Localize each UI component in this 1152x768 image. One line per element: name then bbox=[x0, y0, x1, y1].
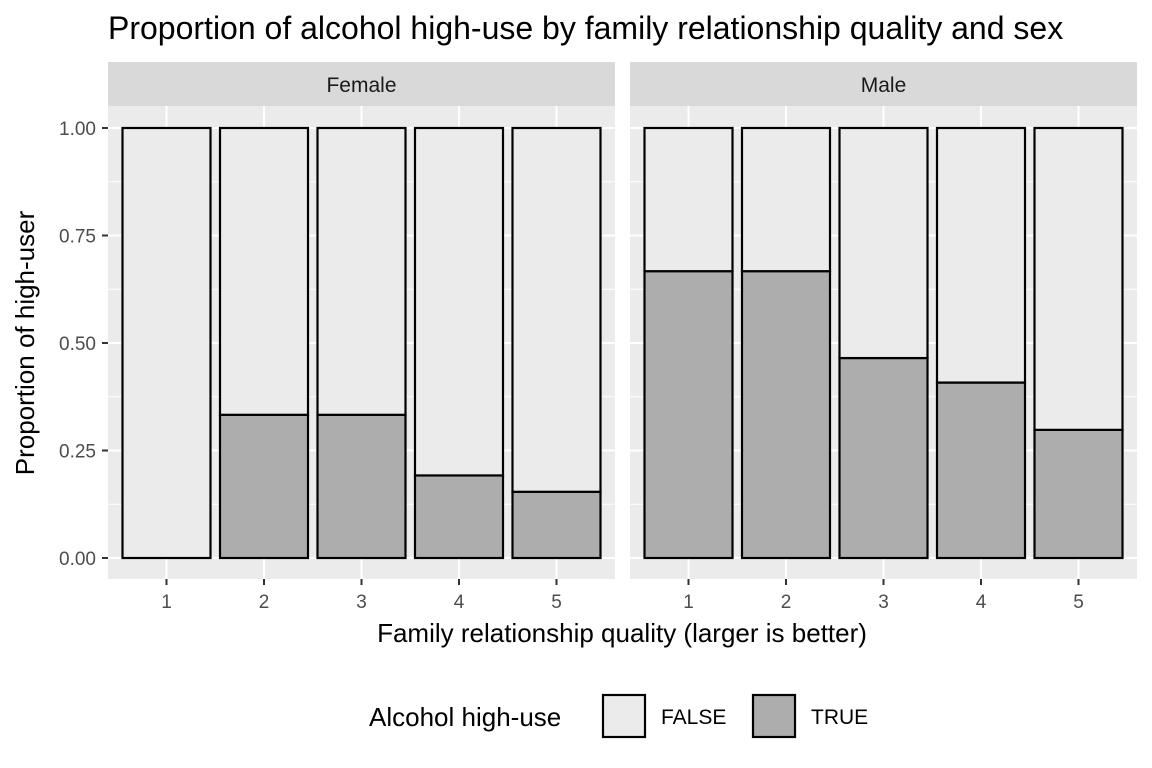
legend: Alcohol high-use FALSE TRUE bbox=[369, 693, 868, 739]
bar-true-segment bbox=[218, 413, 310, 560]
x-tick-label: 2 bbox=[781, 592, 792, 613]
bar-false-segment bbox=[316, 126, 407, 416]
facet-strip bbox=[108, 62, 615, 106]
bar-false-segment bbox=[1033, 126, 1124, 431]
bar-false-segment bbox=[511, 126, 602, 493]
x-tick-label: 2 bbox=[259, 592, 270, 613]
bar-false-segment bbox=[218, 126, 310, 416]
bar-true-segment bbox=[740, 270, 832, 560]
bar-false-segment bbox=[413, 126, 505, 477]
y-tick-label: 0.75 bbox=[59, 227, 96, 248]
panels-layer: Female 1 2 3 4 5 Male 1 2 3 4 5 0.00 0.25 0.50 0.75 1.00 bbox=[59, 62, 1137, 613]
bar-false-segment bbox=[121, 126, 212, 560]
x-tick-label: 1 bbox=[161, 592, 172, 613]
legend-label-false: FALSE bbox=[661, 706, 726, 729]
x-tick-label: 3 bbox=[878, 592, 889, 613]
y-tick-label: 0.00 bbox=[59, 549, 96, 570]
bar-false-segment bbox=[740, 126, 832, 273]
y-axis: 0.00 0.25 0.50 0.75 1.00 bbox=[59, 119, 108, 570]
x-tick-label: 4 bbox=[454, 592, 465, 613]
legend-title: Alcohol high-use bbox=[369, 702, 561, 732]
bar-true-segment bbox=[316, 413, 407, 560]
y-tick-label: 0.50 bbox=[59, 334, 96, 355]
x-tick-label: 5 bbox=[551, 592, 562, 613]
bar-true-segment bbox=[511, 490, 602, 560]
x-tick-label: 4 bbox=[976, 592, 987, 613]
facet-strip-label: Male bbox=[861, 74, 907, 97]
facet-panel: Female 1 2 3 4 5 bbox=[108, 62, 615, 613]
x-tick-label: 3 bbox=[356, 592, 367, 613]
bar-true-segment bbox=[643, 270, 734, 560]
x-tick-label: 1 bbox=[683, 592, 694, 613]
legend-key-true bbox=[751, 693, 797, 739]
y-tick-label: 1.00 bbox=[59, 119, 96, 140]
legend-label-true: TRUE bbox=[811, 706, 868, 729]
y-tick-label: 0.25 bbox=[59, 442, 96, 463]
y-axis-title: Proportion of high-user bbox=[10, 210, 40, 475]
chart-title: Proportion of alcohol high-use by family… bbox=[108, 10, 1063, 46]
facet-strip-label: Female bbox=[326, 74, 396, 97]
facet-panel: Male 1 2 3 4 5 bbox=[630, 62, 1137, 613]
x-axis-title: Family relationship quality (larger is b… bbox=[377, 618, 867, 648]
bar-true-segment bbox=[1033, 428, 1124, 560]
bar-false-segment bbox=[935, 126, 1027, 384]
x-tick-label: 5 bbox=[1073, 592, 1084, 613]
legend-key-false bbox=[601, 693, 647, 739]
bar-false-segment bbox=[643, 126, 734, 273]
bar-false-segment bbox=[838, 126, 929, 360]
bar-true-segment bbox=[413, 474, 505, 560]
facet-strip bbox=[630, 62, 1137, 106]
bar-true-segment bbox=[935, 381, 1027, 560]
bar-true-segment bbox=[838, 356, 929, 560]
